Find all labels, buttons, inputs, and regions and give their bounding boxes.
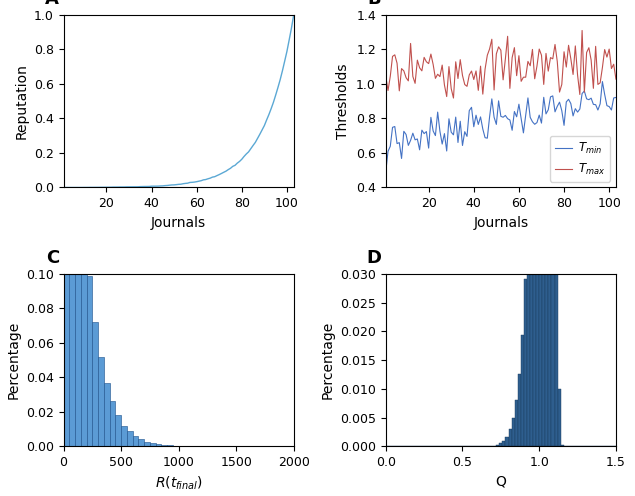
Bar <box>527 203 530 446</box>
Bar <box>524 279 527 446</box>
$T_{max}$ <box>450 95 457 101</box>
Bar <box>144 442 150 446</box>
Bar <box>98 357 104 446</box>
Bar <box>551 0 554 446</box>
X-axis label: $R(t_{final})$: $R(t_{final})$ <box>154 475 203 492</box>
$T_{max}$ <box>612 76 620 82</box>
$T_{min}$ <box>592 102 599 108</box>
$T_{max}$ <box>382 73 389 79</box>
Text: D: D <box>366 249 381 267</box>
$T_{max}$ <box>578 27 586 33</box>
Bar <box>109 401 116 446</box>
Bar <box>561 445 564 446</box>
$T_{max}$ <box>589 85 597 91</box>
$T_{max}$ <box>445 63 453 69</box>
Bar <box>545 0 549 446</box>
Bar <box>116 416 121 446</box>
X-axis label: Q: Q <box>495 475 506 489</box>
Bar <box>493 445 496 446</box>
Bar <box>539 0 542 446</box>
$T_{max}$ <box>594 81 602 87</box>
Y-axis label: Reputation: Reputation <box>14 63 28 139</box>
Bar <box>156 444 161 446</box>
Y-axis label: Percentage: Percentage <box>321 321 335 399</box>
Bar <box>75 155 81 446</box>
$T_{min}$ <box>589 101 597 107</box>
X-axis label: Journals: Journals <box>473 216 528 230</box>
Bar <box>167 445 173 446</box>
Bar <box>554 199 558 446</box>
$T_{min}$ <box>585 97 592 103</box>
Line: $T_{min}$: $T_{min}$ <box>385 81 616 172</box>
$T_{max}$ <box>518 78 525 84</box>
Text: B: B <box>368 0 381 8</box>
$T_{min}$ <box>612 95 620 101</box>
Bar <box>64 173 69 446</box>
Bar <box>69 105 75 446</box>
Bar <box>121 426 127 446</box>
Legend: $T_{min}$, $T_{max}$: $T_{min}$, $T_{max}$ <box>550 136 610 182</box>
Bar <box>173 445 178 446</box>
Bar <box>496 445 499 446</box>
Bar <box>536 0 539 446</box>
Bar <box>509 430 512 446</box>
Bar <box>81 217 86 446</box>
Bar <box>533 0 536 446</box>
Bar <box>127 432 133 446</box>
$T_{max}$ <box>596 80 604 86</box>
Bar <box>514 400 518 446</box>
Line: $T_{max}$: $T_{max}$ <box>385 30 616 98</box>
Bar <box>104 383 110 446</box>
Bar <box>161 445 167 446</box>
Bar <box>512 419 514 446</box>
$T_{max}$ <box>601 47 608 53</box>
$T_{min}$ <box>599 78 606 84</box>
Text: C: C <box>46 249 59 267</box>
Bar <box>549 0 551 446</box>
Text: A: A <box>45 0 59 8</box>
Bar <box>138 439 144 446</box>
Bar <box>530 111 533 446</box>
$T_{min}$ <box>382 169 389 175</box>
Bar <box>521 335 524 446</box>
Bar <box>558 389 561 446</box>
X-axis label: Journals: Journals <box>151 216 206 230</box>
Bar <box>86 276 92 446</box>
Bar <box>542 0 545 446</box>
Bar <box>133 436 138 446</box>
$T_{min}$ <box>445 116 453 122</box>
Y-axis label: Thresholds: Thresholds <box>337 63 351 139</box>
Bar <box>150 443 156 446</box>
Bar <box>502 441 505 446</box>
Bar <box>518 373 521 446</box>
Bar <box>499 443 502 446</box>
$T_{min}$ <box>515 101 523 107</box>
Bar <box>92 321 98 446</box>
$T_{min}$ <box>596 101 604 107</box>
Bar <box>505 436 509 446</box>
Y-axis label: Percentage: Percentage <box>6 321 20 399</box>
